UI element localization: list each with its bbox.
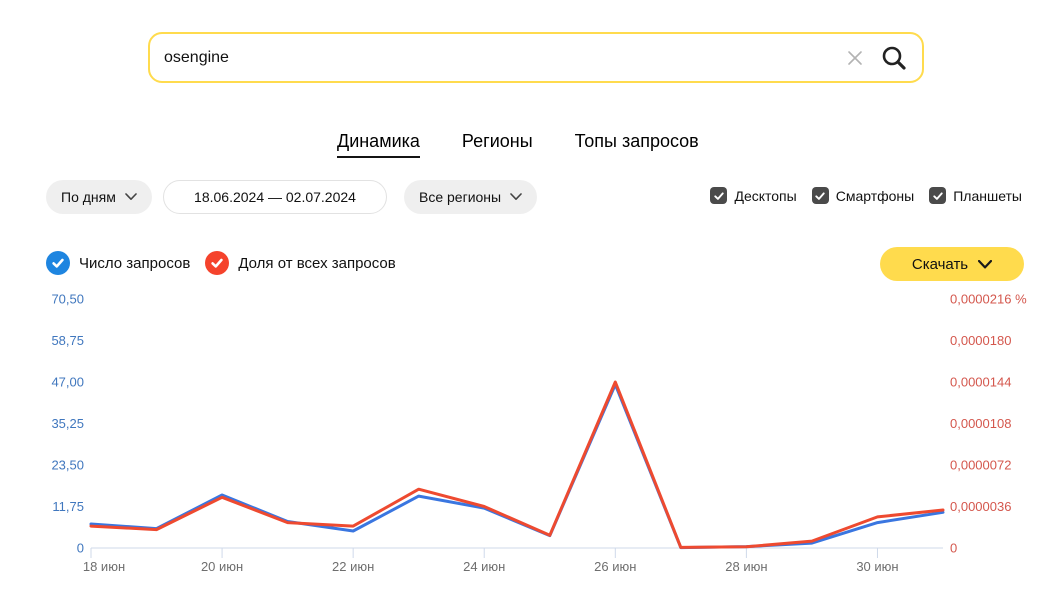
right-axis-tick-label: 0,0000180 <box>950 333 1011 348</box>
x-axis-tick-label: 22 июн <box>332 559 374 574</box>
checkbox-checked[interactable] <box>811 187 829 204</box>
region-dropdown[interactable]: Все регионы <box>404 180 538 214</box>
chevron-down-icon <box>510 193 522 200</box>
legend-label: Доля от всех запросов <box>238 254 396 272</box>
checkbox-checked[interactable] <box>929 187 947 204</box>
left-axis-tick-label: 11,75 <box>52 499 84 514</box>
left-axis-tick-label: 23,50 <box>51 458 84 473</box>
left-axis-tick-label: 35,25 <box>51 416 84 431</box>
right-axis-tick-label: 0,0000036 <box>950 499 1011 514</box>
search-icon[interactable] <box>872 38 916 78</box>
device-label: Планшеты <box>953 187 1022 204</box>
left-axis-tick-label: 58,75 <box>51 333 84 348</box>
period-dropdown[interactable]: По дням <box>46 180 152 214</box>
device-checkbox-item[interactable]: Планшеты <box>929 187 1022 204</box>
legend-toggle-queries-count[interactable]: Число запросов <box>46 251 190 275</box>
tab-top-queries[interactable]: Топы запросов <box>575 131 699 158</box>
tabs: Динамика Регионы Топы запросов <box>337 131 699 158</box>
check-icon <box>815 191 825 200</box>
region-dropdown-label: Все регионы <box>419 189 502 205</box>
x-axis-tick-label: 30 июн <box>856 559 898 574</box>
right-axis-tick-label: 0 <box>950 541 957 556</box>
right-axis-tick-label: 0,0000144 <box>950 375 1011 390</box>
tab-label: Топы запросов <box>574 131 699 151</box>
clear-icon[interactable] <box>838 41 872 75</box>
x-axis-tick-label: 26 июн <box>594 559 636 574</box>
check-icon <box>52 258 64 268</box>
date-range-field[interactable]: 18.06.2024 — 02.07.2024 <box>163 180 387 214</box>
download-button-label: Скачать <box>911 255 969 273</box>
left-axis-tick-label: 47,00 <box>51 375 84 390</box>
check-icon <box>933 191 943 200</box>
series-line-queries-share <box>89 380 945 549</box>
left-axis-tick-label: 70,50 <box>51 292 84 307</box>
left-axis-tick-label: 0 <box>77 541 84 556</box>
chevron-down-icon <box>125 193 137 200</box>
right-axis-tick-label: 0,0000216 % <box>950 292 1027 307</box>
legend-check-circle <box>46 251 70 275</box>
x-axis-tick-label: 24 июн <box>463 559 505 574</box>
device-checkbox-item[interactable]: Десктопы <box>710 187 797 204</box>
series-legend: Число запросов Доля от всех запросов <box>46 251 396 275</box>
x-axis-tick-label: 18 июн <box>83 559 125 574</box>
search-bar <box>148 32 924 83</box>
chevron-down-icon <box>978 259 993 268</box>
checkbox-checked[interactable] <box>710 187 728 204</box>
tab-dynamics[interactable]: Динамика <box>337 131 420 158</box>
legend-label: Число запросов <box>79 254 191 272</box>
device-label: Смартфоны <box>835 187 915 204</box>
check-icon <box>211 258 224 268</box>
x-axis-tick-label: 20 июн <box>201 559 243 574</box>
period-dropdown-label: По дням <box>61 189 116 205</box>
device-label: Десктопы <box>734 187 797 204</box>
legend-toggle-queries-share[interactable]: Доля от всех запросов <box>205 251 396 275</box>
tab-regions[interactable]: Регионы <box>462 131 533 158</box>
device-filters: Десктопы Смартфоны Планшеты <box>710 187 1022 204</box>
device-checkbox-item[interactable]: Смартфоны <box>811 187 915 204</box>
legend-check-circle <box>205 251 230 275</box>
download-button[interactable]: Скачать <box>880 247 1024 281</box>
date-range-value: 18.06.2024 — 02.07.2024 <box>194 189 356 205</box>
right-axis-tick-label: 0,0000072 <box>950 458 1011 473</box>
tab-label: Динамика <box>337 131 420 151</box>
x-axis-tick-label: 28 июн <box>725 559 767 574</box>
right-axis-tick-label: 0,0000108 <box>950 416 1011 431</box>
search-input[interactable] <box>150 48 838 67</box>
tab-label: Регионы <box>461 131 533 151</box>
check-icon <box>714 191 724 200</box>
series-line-queries-count <box>89 383 945 550</box>
dynamics-chart: 18 июн 20 июн 22 июн 24 июн 26 июн 28 июн 30 и… <box>51 292 1027 575</box>
